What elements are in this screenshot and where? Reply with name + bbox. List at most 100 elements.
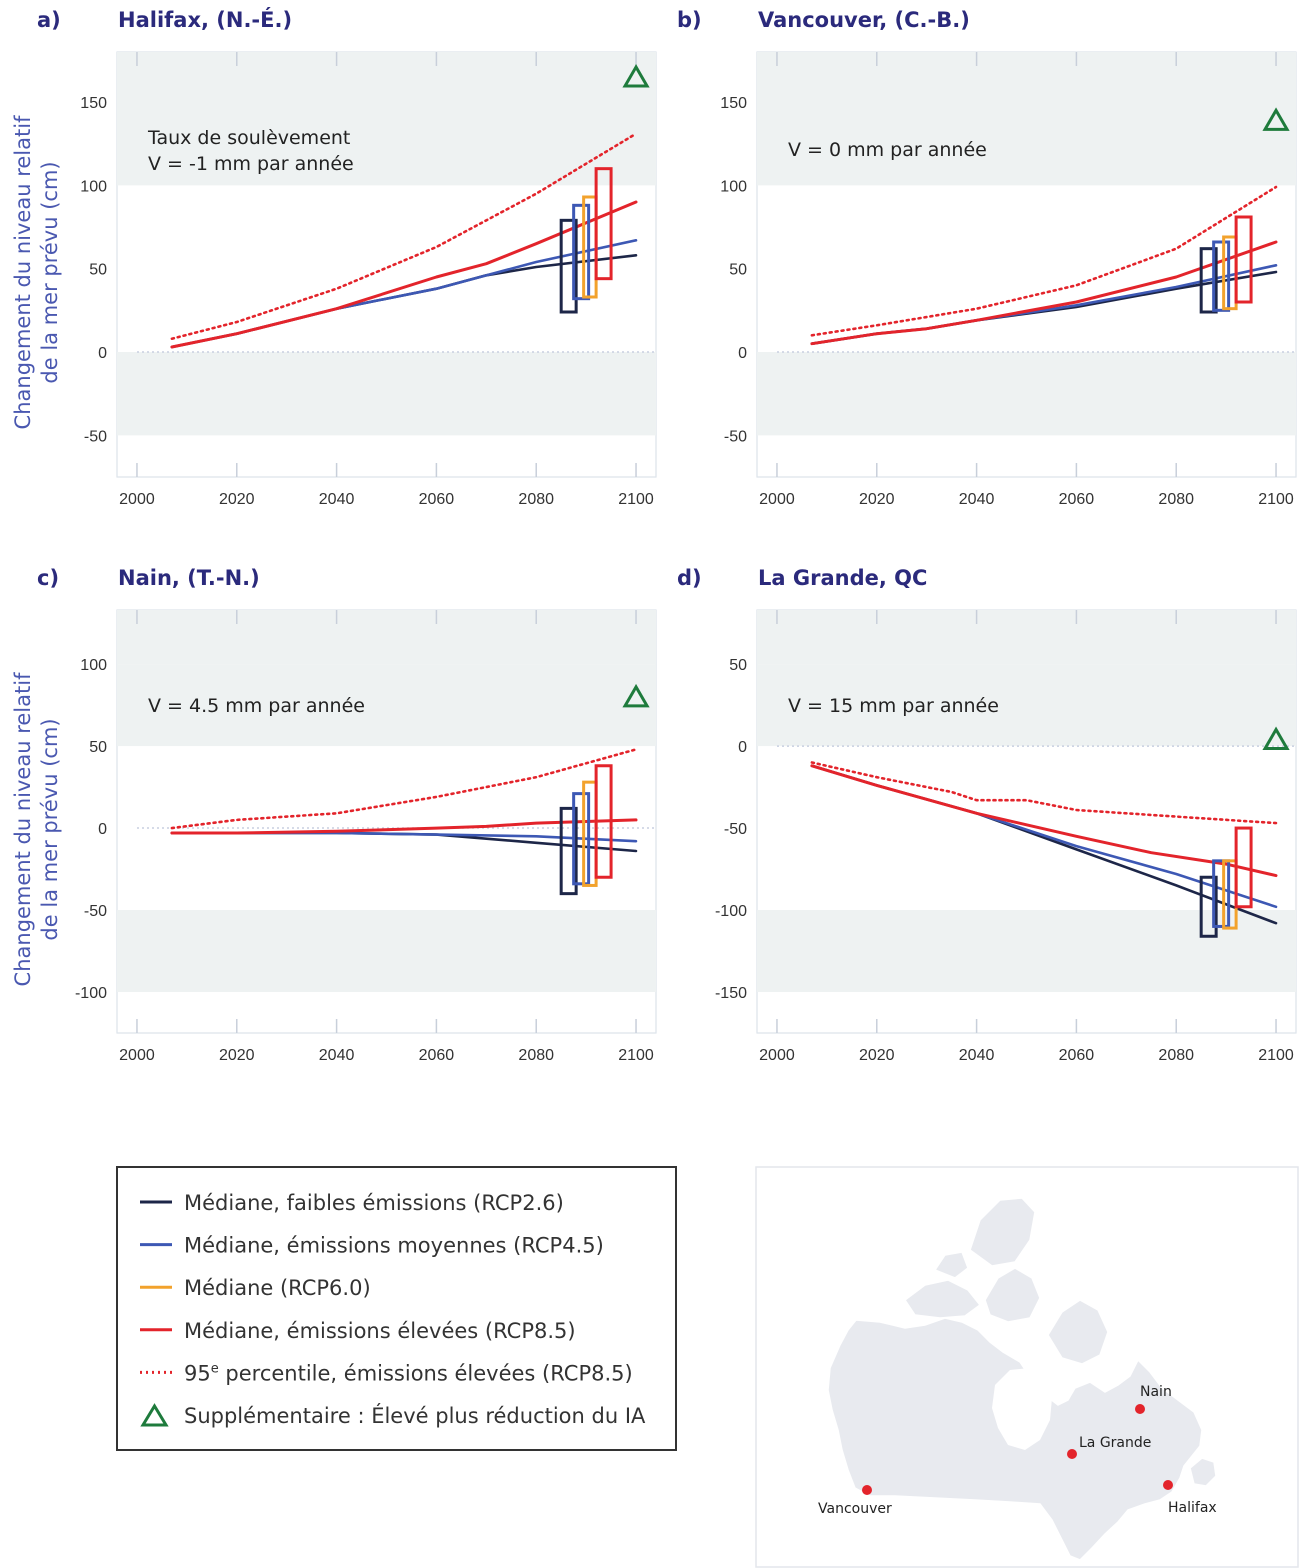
- x-tick-label: 2080: [518, 1047, 554, 1064]
- map-arctic-island-2: [984, 1267, 1041, 1323]
- x-tick-label: 2020: [859, 491, 895, 508]
- range-box-rcp85: [594, 167, 613, 281]
- x-tick-label: 2080: [518, 491, 554, 508]
- legend-label-superscript: e: [211, 1361, 219, 1376]
- panel-letter: c): [37, 566, 59, 590]
- y-tick-label: -50: [84, 428, 107, 445]
- x-tick-label: 2060: [419, 1047, 455, 1064]
- panel-letter: b): [677, 8, 702, 32]
- supplementary-triangle: [622, 683, 650, 708]
- range-box-rcp26: [559, 806, 578, 896]
- x-tick-label: 2100: [1258, 491, 1294, 508]
- legend-label: Médiane, émissions élevées (RCP8.5): [184, 1319, 576, 1343]
- panel-annotation: V = -1 mm par année: [148, 153, 354, 175]
- panel-title: Nain, (T.-N.): [118, 566, 260, 590]
- plot-band-top: [117, 610, 656, 665]
- range-box-rcp45: [1212, 240, 1231, 312]
- map-city-label: La Grande: [1079, 1435, 1151, 1451]
- y-tick-label: 0: [98, 821, 107, 838]
- plot-band-top: [117, 52, 656, 102]
- range-box-rcp85: [594, 764, 613, 879]
- map-arctic-island-3: [1047, 1299, 1109, 1365]
- series-line-rcp85: [170, 200, 638, 349]
- range-box-rcp45: [572, 792, 591, 886]
- x-tick-label: 2100: [1258, 1047, 1294, 1064]
- plot-band: [117, 352, 656, 436]
- panel-c: 2000 2020 2040 2060 2080 2100 100 50 0 -50 -100 c) N…: [11, 566, 657, 1064]
- y-tick-label: 0: [738, 739, 747, 756]
- plot-band: [117, 910, 656, 993]
- plot-band: [757, 910, 1296, 993]
- y-axis-label: Changement du niveau relatif: [11, 115, 35, 430]
- y-axis-label: de la mer prévu (cm): [38, 718, 62, 940]
- panel-title: Vancouver, (C.-B.): [758, 8, 970, 32]
- range-box-rcp26: [559, 218, 578, 314]
- y-tick-label: 150: [80, 95, 107, 112]
- x-tick-label: 2000: [759, 1047, 795, 1064]
- legend-label: Supplémentaire : Élevé plus réduction du…: [184, 1403, 646, 1428]
- legend-frame: [116, 1166, 677, 1451]
- map-city-label: Vancouver: [818, 1501, 892, 1517]
- panel-b: 2000 2020 2040 2060 2080 2100 150 100 50 0 -50 b) Va…: [677, 8, 1297, 508]
- legend-item-rcp45: Médiane, émissions moyennes (RCP4.5): [140, 1234, 604, 1258]
- x-tick-label: 2020: [859, 1047, 895, 1064]
- legend-label: Médiane, émissions moyennes (RCP4.5): [184, 1234, 604, 1258]
- y-axis-label: de la mer prévu (cm): [38, 161, 62, 383]
- supplementary-triangle: [1262, 107, 1290, 131]
- series-line-rcp85: [170, 818, 638, 835]
- panel-letter: a): [37, 8, 61, 32]
- range-box-rcp26: [1199, 875, 1218, 938]
- series-line-rcp85: [810, 240, 1278, 346]
- legend-item-p95: 95e percentile, émissions élevées (RCP8.…: [140, 1361, 633, 1385]
- panel-letter: d): [677, 566, 702, 590]
- range-box-rcp85: [1234, 215, 1253, 304]
- chart-panels: 2000 2020 2040 2060 2080 2100 150 100 50 0 -50 a) Ha…: [11, 7, 1297, 1064]
- map-city-vancouver: Vancouver: [818, 1485, 892, 1517]
- legend-label: Médiane (RCP6.0): [184, 1276, 371, 1300]
- supplementary-triangle: [622, 64, 650, 88]
- map-hudson-bay: [992, 1368, 1052, 1450]
- map-arctic-island-1: [903, 1279, 982, 1319]
- x-tick-label: 2080: [1158, 491, 1194, 508]
- legend-swatch-triangle: [140, 1403, 169, 1427]
- panel-annotation: V = 4.5 mm par année: [148, 695, 365, 717]
- x-tick-label: 2040: [319, 1047, 355, 1064]
- map-city-nain: Nain: [1135, 1384, 1172, 1414]
- legend-label-prefix: 95: [184, 1361, 211, 1385]
- range-box-rcp26: [1199, 247, 1218, 314]
- plot-band-top: [757, 52, 1296, 102]
- legend-item-rcp60: Médiane (RCP6.0): [140, 1276, 371, 1300]
- panel-title: La Grande, QC: [758, 566, 927, 590]
- panel-title: Halifax, (N.-É.): [118, 7, 292, 32]
- x-tick-label: 2080: [1158, 1047, 1194, 1064]
- legend-label-suffix: percentile, émissions élevées (RCP8.5): [219, 1361, 633, 1385]
- y-tick-label: -50: [724, 821, 747, 838]
- plot-band-top: [757, 610, 1296, 665]
- y-tick-label: 50: [729, 262, 747, 279]
- y-tick-label: 50: [729, 657, 747, 674]
- map-city-label: Nain: [1140, 1384, 1172, 1400]
- x-tick-label: 2000: [119, 491, 155, 508]
- y-tick-label: 0: [98, 345, 107, 362]
- y-tick-label: 50: [89, 739, 107, 756]
- y-tick-label: 50: [89, 262, 107, 279]
- map-city-la-grande: La Grande: [1067, 1435, 1151, 1459]
- y-tick-label: -50: [724, 428, 747, 445]
- supplementary-triangle: [1262, 726, 1290, 751]
- map-city-dot: [1135, 1404, 1145, 1414]
- legend: Médiane, faibles émissions (RCP2.6) Média…: [116, 1166, 677, 1451]
- series-line-p95: [170, 132, 638, 341]
- range-box-rcp85: [1234, 826, 1253, 909]
- legend-item-supp: Supplémentaire : Élevé plus réduction du…: [140, 1403, 646, 1428]
- x-tick-label: 2040: [959, 491, 995, 508]
- x-tick-label: 2040: [319, 491, 355, 508]
- canada-map: Nain La Grande Vancouver Halifax: [755, 1166, 1299, 1568]
- x-tick-label: 2020: [219, 491, 255, 508]
- legend-item-rcp85: Médiane, émissions élevées (RCP8.5): [140, 1319, 576, 1343]
- panel-d: 2000 2020 2040 2060 2080 2100 50 0 -50 -100 -150 d)…: [677, 566, 1297, 1064]
- map-newfoundland: [1189, 1457, 1217, 1487]
- x-tick-label: 2060: [419, 491, 455, 508]
- y-tick-label: -100: [75, 985, 107, 1002]
- map-city-label: Halifax: [1168, 1500, 1217, 1516]
